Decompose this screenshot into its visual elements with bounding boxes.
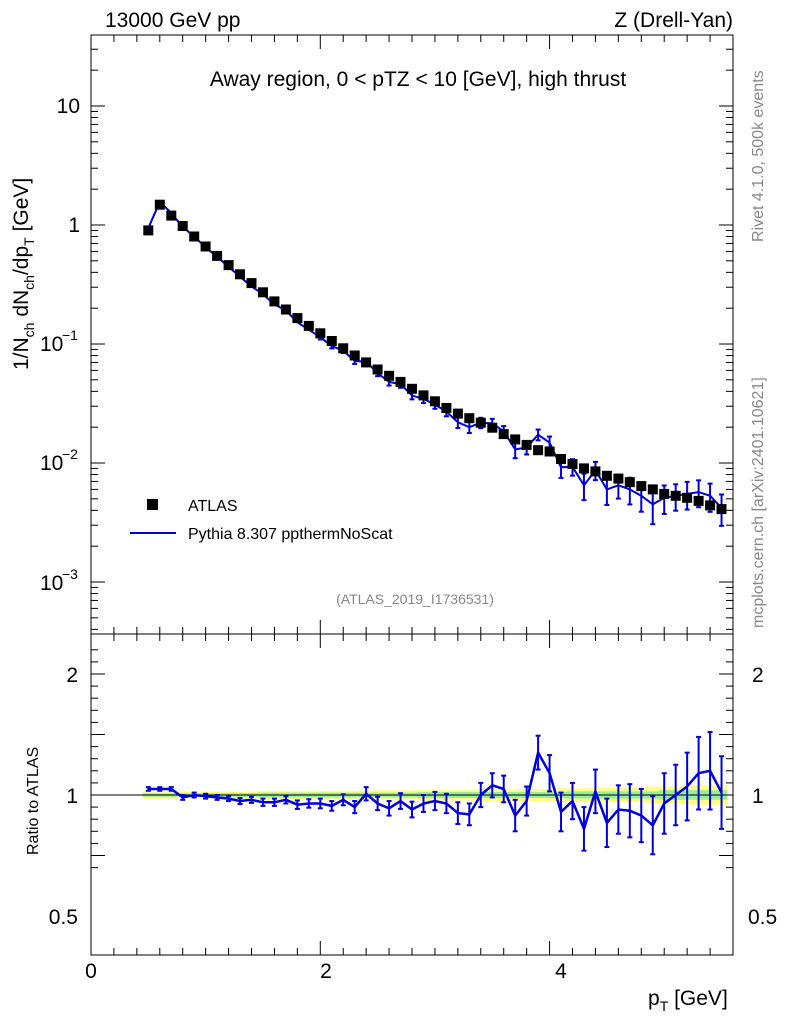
site-label: mcplots.cern.ch [arXiv:2401.10621] xyxy=(750,377,767,628)
legend-marker-atlas xyxy=(147,499,158,510)
data-point xyxy=(556,454,566,464)
data-point xyxy=(659,488,670,499)
ratio-tick-label-0.5-right: 0.5 xyxy=(748,906,777,929)
rivet-label: Rivet 4.1.0, 500k events xyxy=(750,70,767,242)
data-point xyxy=(303,320,314,331)
main-panel-frame xyxy=(90,34,734,635)
data-point xyxy=(441,403,452,413)
data-point xyxy=(544,446,555,457)
data-point xyxy=(361,357,372,368)
data-point xyxy=(269,296,280,307)
data-point xyxy=(384,370,395,381)
data-point xyxy=(682,492,693,503)
y-tick-label-0.01: 10 −2 xyxy=(40,446,78,475)
header-left: 13000 GeV pp xyxy=(105,9,240,32)
legend-label-atlas: ATLAS xyxy=(188,498,238,515)
svg-text:pT [GeV]: pT [GeV] xyxy=(648,987,728,1014)
ratio-tick-label-1-right: 1 xyxy=(752,785,764,808)
data-point xyxy=(579,463,589,474)
data-series-main xyxy=(143,199,727,515)
data-point xyxy=(693,495,704,506)
data-point xyxy=(143,225,154,236)
mc-series-main xyxy=(147,199,725,527)
svg-text:10: 10 xyxy=(40,452,63,475)
data-point xyxy=(636,481,647,492)
ratio-tick-label-1-left: 1 xyxy=(66,785,78,808)
data-point xyxy=(487,422,498,433)
ratio-tick-label-2-left: 2 xyxy=(66,664,78,687)
x-axis-title: pT [GeV] xyxy=(648,987,728,1014)
data-point xyxy=(601,470,612,481)
header-right: Z (Drell-Yan) xyxy=(614,9,733,32)
svg-text:−1: −1 xyxy=(62,327,78,343)
y-tick-label-10: 10 xyxy=(57,95,80,118)
data-point xyxy=(338,343,349,354)
svg-text:−2: −2 xyxy=(62,446,78,462)
ratio-axis-title: Ratio to ATLAS xyxy=(25,747,42,855)
data-point xyxy=(510,434,521,445)
data-point xyxy=(326,336,337,346)
x-tick-label-2: 2 xyxy=(320,960,332,983)
data-point xyxy=(464,413,475,424)
data-point xyxy=(166,210,177,221)
mc-line-main xyxy=(147,199,723,509)
data-point xyxy=(498,429,509,440)
data-point xyxy=(246,278,257,289)
data-point xyxy=(533,445,544,456)
data-point xyxy=(189,231,200,242)
ratio-tick-label-2-right: 2 xyxy=(752,664,764,687)
data-point xyxy=(349,350,360,361)
svg-text:10: 10 xyxy=(40,333,63,356)
data-point xyxy=(372,364,383,375)
x-tick-label-0: 0 xyxy=(85,960,97,983)
data-point xyxy=(235,269,245,280)
data-point xyxy=(567,459,578,469)
ratio-tick-label-0.5-left: 0.5 xyxy=(49,906,78,929)
data-point xyxy=(429,396,440,407)
data-point xyxy=(315,328,326,339)
data-point xyxy=(624,477,635,488)
data-point xyxy=(407,383,417,394)
data-point xyxy=(418,390,429,401)
svg-text:1/Nch dNch/dpT [GeV]: 1/Nch dNch/dpT [GeV] xyxy=(10,178,37,370)
y-axis-title: 1/Nch dNch/dpT [GeV] xyxy=(10,178,37,370)
data-point xyxy=(395,376,406,387)
data-point xyxy=(258,287,268,298)
data-point xyxy=(212,250,223,261)
data-point xyxy=(590,466,601,477)
data-point xyxy=(475,417,486,428)
data-point xyxy=(705,500,716,511)
data-point xyxy=(452,408,463,419)
data-point xyxy=(613,473,624,484)
data-point xyxy=(521,439,532,450)
analysis-watermark: (ATLAS_2019_I1736531) xyxy=(336,591,494,607)
x-tick-label-4: 4 xyxy=(555,960,567,983)
data-point xyxy=(647,484,658,495)
data-point xyxy=(670,490,681,501)
mc-series-ratio xyxy=(145,731,725,856)
data-point xyxy=(154,199,165,210)
plot-title: Away region, 0 < pTZ < 10 [GeV], high th… xyxy=(210,68,627,91)
svg-text:−3: −3 xyxy=(62,566,78,582)
data-point xyxy=(200,241,211,252)
y-tick-label-1: 1 xyxy=(68,214,80,237)
data-point xyxy=(223,260,234,271)
svg-text:10: 10 xyxy=(40,572,63,595)
data-point xyxy=(292,313,303,324)
data-point xyxy=(716,504,727,515)
y-tick-label-0.001: 10 −3 xyxy=(40,566,78,595)
y-tick-label-0.1: 10 −1 xyxy=(40,327,78,356)
legend-label-pythia: Pythia 8.307 ppthermNoScat xyxy=(188,526,393,543)
data-point xyxy=(177,221,188,231)
data-point xyxy=(280,304,291,315)
